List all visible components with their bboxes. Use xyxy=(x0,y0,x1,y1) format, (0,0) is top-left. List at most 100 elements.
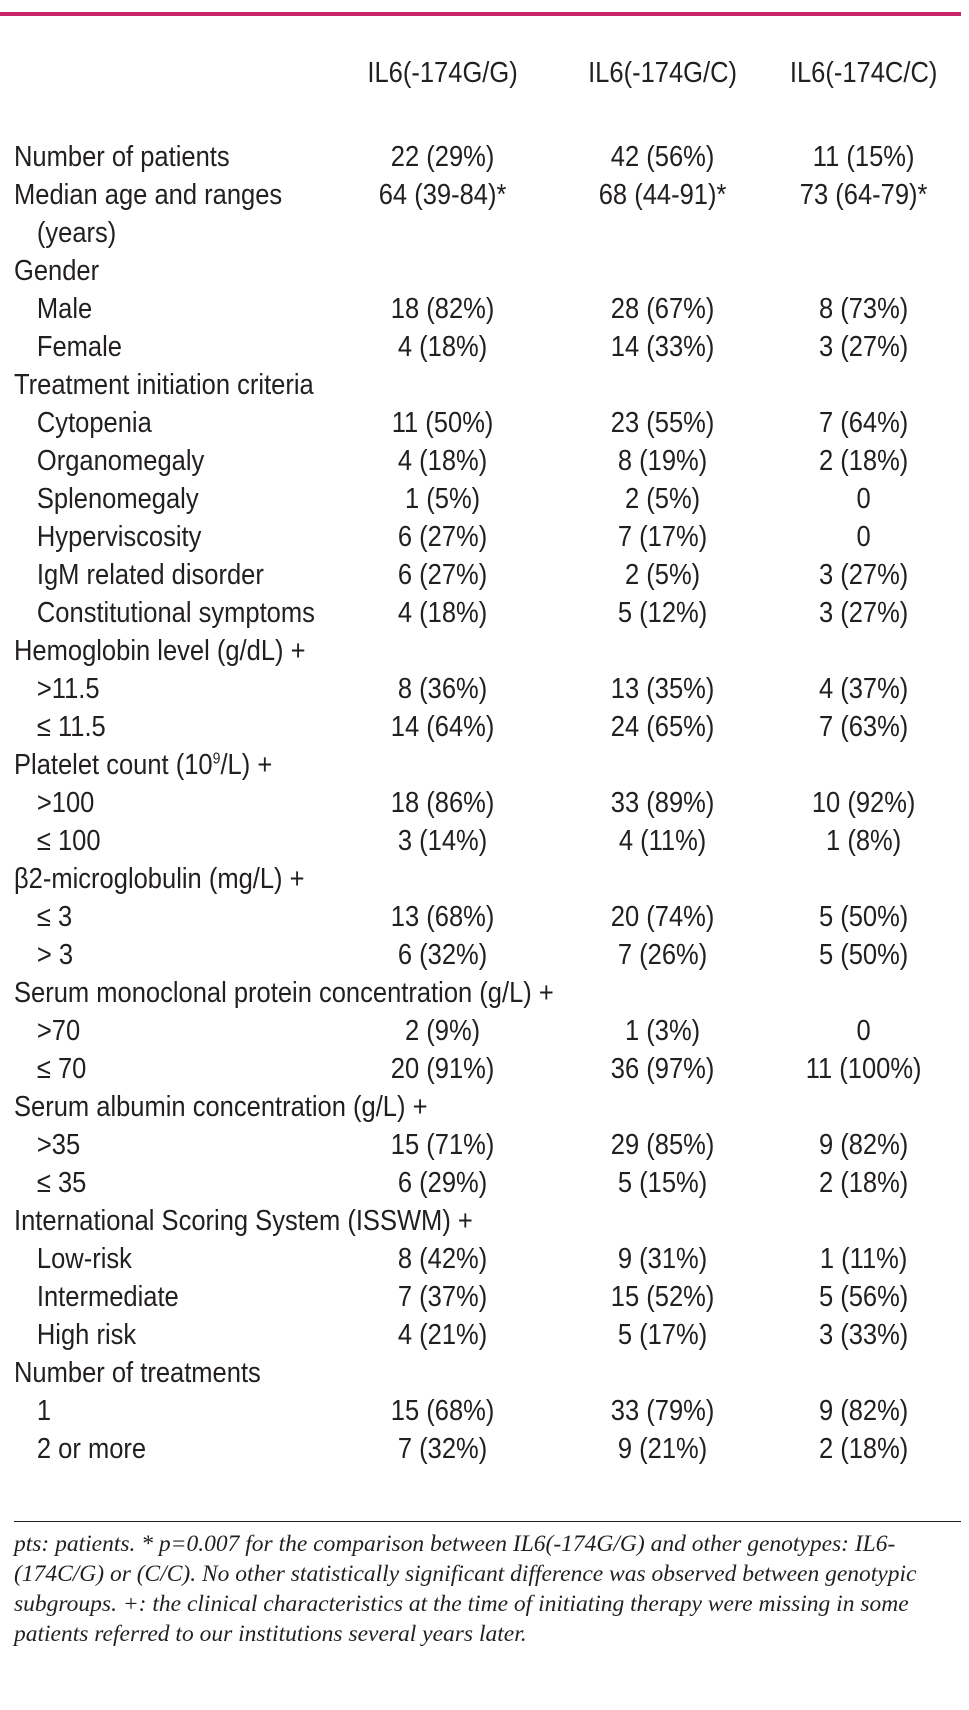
cell-cc: 2 (18%) xyxy=(818,1167,909,1199)
cell-cc: 5 (50%) xyxy=(818,939,909,971)
footnote-rule xyxy=(14,1521,961,1522)
cell-cc: 9 (82%) xyxy=(818,1129,909,1161)
table-row: High risk 4 (21%) 5 (17%) 3 (33%) xyxy=(14,1316,954,1354)
section-label: Hemoglobin level (g/dL) + xyxy=(14,635,306,667)
row-label: > 3 xyxy=(36,939,74,971)
cell-gc: 5 (15%) xyxy=(617,1167,708,1199)
row-label-continuation: (years) xyxy=(36,217,117,249)
section-row: Treatment initiation criteria xyxy=(14,366,954,404)
row-label: Median age and ranges xyxy=(14,179,283,211)
row-label: ≤ 11.5 xyxy=(36,711,106,743)
row-label: ≤ 35 xyxy=(36,1167,87,1199)
section-row: Gender xyxy=(14,252,954,290)
header-label-blank xyxy=(14,54,333,138)
row-label: >70 xyxy=(36,1015,81,1047)
cell-cc: 3 (33%) xyxy=(818,1319,909,1351)
table-row: 2 or more 7 (32%) 9 (21%) 2 (18%) xyxy=(14,1430,954,1468)
cell-gg: 8 (42%) xyxy=(397,1243,488,1275)
table-row: ≤ 70 20 (91%) 36 (97%) 11 (100%) xyxy=(14,1050,954,1088)
section-row: Serum albumin concentration (g/L) + xyxy=(14,1088,954,1126)
table-row: ≤ 100 3 (14%) 4 (11%) 1 (8%) xyxy=(14,822,954,860)
cell-gg: 15 (68%) xyxy=(390,1395,495,1427)
section-label: Serum monoclonal protein concentration (… xyxy=(14,977,554,1009)
cell-cc: 5 (56%) xyxy=(818,1281,909,1313)
table-row: Female 4 (18%) 14 (33%) 3 (27%) xyxy=(14,328,954,366)
cell-cc: 2 (18%) xyxy=(818,445,909,477)
cell-gc: 36 (97%) xyxy=(610,1053,715,1085)
section-label: β2-microglobulin (mg/L) + xyxy=(14,863,305,895)
cell-cc: 5 (50%) xyxy=(818,901,909,933)
cell-gc: 2 (5%) xyxy=(624,483,701,515)
cell-gc: 33 (89%) xyxy=(610,787,715,819)
cell-cc: 11 (100%) xyxy=(805,1053,922,1085)
cell-gg: 64 (39-84)* xyxy=(378,179,507,211)
row-label: High risk xyxy=(36,1319,137,1351)
cell-cc: 10 (92%) xyxy=(811,787,916,819)
cell-gg: 22 (29%) xyxy=(390,141,495,173)
table-row: Male 18 (82%) 28 (67%) 8 (73%) xyxy=(14,290,954,328)
platelet-label-pre: Platelet count (10 xyxy=(14,749,213,781)
row-label: Female xyxy=(36,331,122,363)
table-row: ≤ 35 6 (29%) 5 (15%) 2 (18%) xyxy=(14,1164,954,1202)
cell-gg: 8 (36%) xyxy=(397,673,488,705)
cell-cc: 3 (27%) xyxy=(818,559,909,591)
cell-gc: 5 (12%) xyxy=(617,597,708,629)
section-label: Platelet count (109/L) + xyxy=(14,746,954,784)
table-header-row: IL6(-174G/G) IL6(-174G/C) IL6(-174C/C) xyxy=(14,54,954,138)
table-row: Number of patients 22 (29%) 42 (56%) 11 … xyxy=(14,138,954,176)
cell-gc: 7 (17%) xyxy=(617,521,708,553)
header-genotype-gg: IL6(-174G/G) xyxy=(367,57,518,89)
table-row: Median age and ranges 64 (39-84)* 68 (44… xyxy=(14,176,954,214)
section-label: Number of treatments xyxy=(14,1357,261,1389)
table-row: ≤ 11.5 14 (64%) 24 (65%) 7 (63%) xyxy=(14,708,954,746)
cell-gc: 23 (55%) xyxy=(610,407,715,439)
table-row: 1 15 (68%) 33 (79%) 9 (82%) xyxy=(14,1392,954,1430)
cell-cc: 7 (63%) xyxy=(818,711,909,743)
cell-gc: 68 (44-91)* xyxy=(598,179,727,211)
section-row: International Scoring System (ISSWM) + xyxy=(14,1202,954,1240)
cell-gc: 24 (65%) xyxy=(610,711,715,743)
row-label: Organomegaly xyxy=(36,445,205,477)
row-label: Low-risk xyxy=(36,1243,132,1275)
cell-cc: 2 (18%) xyxy=(818,1433,909,1465)
cell-gg: 7 (32%) xyxy=(397,1433,488,1465)
section-row: Hemoglobin level (g/dL) + xyxy=(14,632,954,670)
table-row: Low-risk 8 (42%) 9 (31%) 1 (11%) xyxy=(14,1240,954,1278)
cell-cc: 0 xyxy=(856,521,871,553)
table-row: >11.5 8 (36%) 13 (35%) 4 (37%) xyxy=(14,670,954,708)
cell-gc: 8 (19%) xyxy=(617,445,708,477)
row-label: Intermediate xyxy=(36,1281,179,1313)
section-row: Serum monoclonal protein concentration (… xyxy=(14,974,954,1012)
cell-gc: 13 (35%) xyxy=(610,673,715,705)
cell-cc: 11 (15%) xyxy=(812,141,915,173)
platelet-label-post: /L) + xyxy=(220,749,273,781)
table-row: Hyperviscosity 6 (27%) 7 (17%) 0 xyxy=(14,518,954,556)
cell-cc: 4 (37%) xyxy=(818,673,909,705)
row-label: >35 xyxy=(36,1129,81,1161)
cell-gg: 14 (64%) xyxy=(390,711,495,743)
top-accent-rule xyxy=(0,12,961,16)
table-row: Splenomegaly 1 (5%) 2 (5%) 0 xyxy=(14,480,954,518)
table-row: ≤ 3 13 (68%) 20 (74%) 5 (50%) xyxy=(14,898,954,936)
platelet-label-sup: 9 xyxy=(212,750,221,768)
cell-gc: 29 (85%) xyxy=(610,1129,715,1161)
section-label: International Scoring System (ISSWM) + xyxy=(14,1205,473,1237)
header-genotype-gc: IL6(-174G/C) xyxy=(588,57,738,89)
cell-gg: 13 (68%) xyxy=(390,901,495,933)
section-row: Number of treatments xyxy=(14,1354,954,1392)
cell-cc: 7 (64%) xyxy=(818,407,909,439)
row-label: Splenomegaly xyxy=(36,483,199,515)
row-label: Constitutional symptoms xyxy=(36,597,315,629)
cell-gc: 9 (31%) xyxy=(617,1243,708,1275)
cell-gc: 14 (33%) xyxy=(610,331,715,363)
table-row: Cytopenia 11 (50%) 23 (55%) 7 (64%) xyxy=(14,404,954,442)
cell-gc: 20 (74%) xyxy=(610,901,715,933)
table-row: (years) xyxy=(14,214,954,252)
section-row: β2-microglobulin (mg/L) + xyxy=(14,860,954,898)
cell-gc: 7 (26%) xyxy=(617,939,708,971)
cell-gg: 4 (21%) xyxy=(397,1319,488,1351)
cell-gg: 1 (5%) xyxy=(404,483,481,515)
cell-gc: 33 (79%) xyxy=(610,1395,715,1427)
genotype-characteristics-table: IL6(-174G/G) IL6(-174G/C) IL6(-174C/C) N… xyxy=(14,54,954,1468)
